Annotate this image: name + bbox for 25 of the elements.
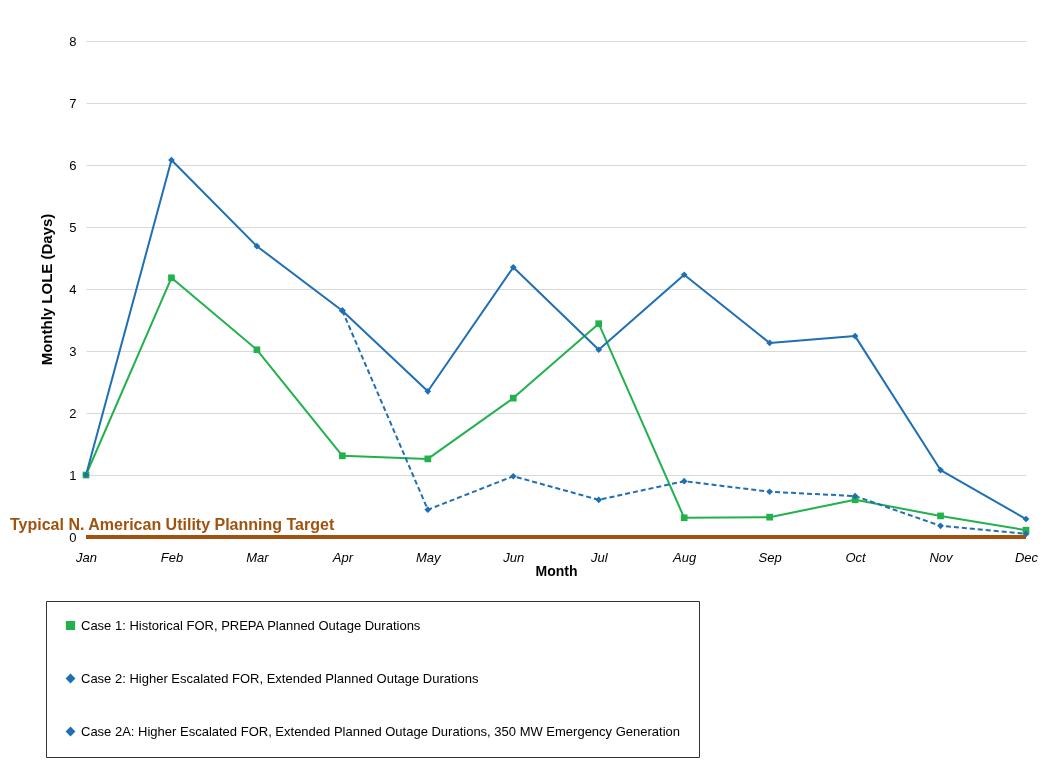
- x-tick-label: Jun: [502, 549, 525, 565]
- y-tick-label: 2: [69, 405, 77, 421]
- x-tick-label: May: [416, 549, 443, 565]
- y-tick-label: 3: [69, 343, 77, 359]
- x-tick-label: Sep: [758, 549, 782, 565]
- y-tick-label: 8: [69, 33, 77, 49]
- y-tick-label: 4: [69, 281, 77, 297]
- y-tick-label: 7: [69, 95, 77, 111]
- x-tick-label: Feb: [160, 549, 184, 565]
- x-tick-label: Dec: [1014, 549, 1039, 565]
- legend-label: Case 2: Higher Escalated FOR, Extended Planned Outage Durations: [81, 670, 479, 686]
- x-tick-label: Apr: [331, 549, 354, 565]
- legend-label: Case 2A: Higher Escalated FOR, Extended Planned Outage Durations, 350 MW Emergency Generation: [81, 723, 681, 739]
- x-tick-label: Oct: [845, 549, 868, 565]
- x-axis-title: Month: [535, 562, 578, 579]
- x-tick-label: Mar: [246, 549, 270, 565]
- y-tick-label: 6: [69, 157, 77, 173]
- x-tick-label: Jan: [75, 549, 97, 565]
- x-tick-label: Nov: [929, 549, 955, 565]
- y-tick-label: 5: [69, 219, 77, 235]
- x-tick-label: Jul: [589, 549, 609, 565]
- legend-label: Case 1: Historical FOR, PREPA Planned Outage Durations: [81, 617, 421, 633]
- y-tick-label: 1: [69, 467, 77, 483]
- y-axis-title: Monthly LOLE (Days): [38, 213, 56, 366]
- x-tick-label: Aug: [672, 549, 698, 565]
